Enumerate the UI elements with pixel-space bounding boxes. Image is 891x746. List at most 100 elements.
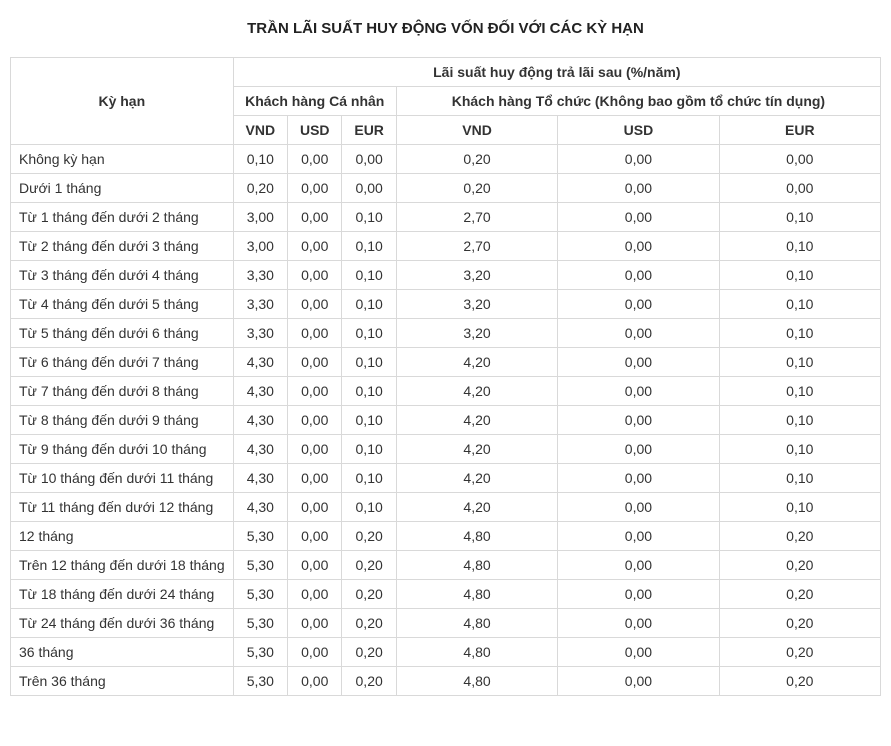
page-title: TRẦN LÃI SUẤT HUY ĐỘNG VỐN ĐỐI VỚI CÁC K… — [10, 20, 881, 37]
cell-personal-usd: 0,00 — [288, 638, 342, 667]
cell-corporate-usd: 0,00 — [558, 551, 719, 580]
cell-personal-usd: 0,00 — [288, 174, 342, 203]
cell-personal-eur: 0,20 — [342, 638, 396, 667]
cell-term: Từ 5 tháng đến dưới 6 tháng — [11, 319, 234, 348]
cell-personal-usd: 0,00 — [288, 464, 342, 493]
cell-corporate-usd: 0,00 — [558, 464, 719, 493]
cell-term: Trên 36 tháng — [11, 667, 234, 696]
cell-corporate-eur: 0,10 — [719, 319, 880, 348]
cell-corporate-eur: 0,00 — [719, 174, 880, 203]
interest-rate-table: Kỳ hạn Lãi suất huy động trả lãi sau (%/… — [10, 57, 881, 696]
cell-personal-vnd: 3,30 — [233, 261, 287, 290]
cell-corporate-eur: 0,10 — [719, 406, 880, 435]
cell-personal-vnd: 4,30 — [233, 464, 287, 493]
cell-corporate-usd: 0,00 — [558, 609, 719, 638]
cell-personal-usd: 0,00 — [288, 551, 342, 580]
cell-personal-vnd: 5,30 — [233, 667, 287, 696]
cell-term: Từ 10 tháng đến dưới 11 tháng — [11, 464, 234, 493]
cell-personal-vnd: 3,30 — [233, 290, 287, 319]
cell-personal-eur: 0,10 — [342, 203, 396, 232]
table-row: Từ 4 tháng đến dưới 5 tháng3,300,000,103… — [11, 290, 881, 319]
cell-personal-eur: 0,10 — [342, 290, 396, 319]
cell-personal-vnd: 3,00 — [233, 203, 287, 232]
cell-personal-eur: 0,20 — [342, 522, 396, 551]
cell-personal-usd: 0,00 — [288, 319, 342, 348]
cell-corporate-eur: 0,10 — [719, 203, 880, 232]
cell-personal-eur: 0,10 — [342, 377, 396, 406]
cell-personal-usd: 0,00 — [288, 377, 342, 406]
cell-corporate-eur: 0,20 — [719, 667, 880, 696]
table-row: Từ 1 tháng đến dưới 2 tháng3,000,000,102… — [11, 203, 881, 232]
cell-personal-usd: 0,00 — [288, 290, 342, 319]
cell-term: Từ 7 tháng đến dưới 8 tháng — [11, 377, 234, 406]
cell-personal-vnd: 5,30 — [233, 580, 287, 609]
cell-corporate-vnd: 3,20 — [396, 319, 557, 348]
table-row: Từ 10 tháng đến dưới 11 tháng4,300,000,1… — [11, 464, 881, 493]
table-row: Từ 8 tháng đến dưới 9 tháng4,300,000,104… — [11, 406, 881, 435]
cell-corporate-usd: 0,00 — [558, 435, 719, 464]
cell-personal-eur: 0,00 — [342, 145, 396, 174]
table-row: Trên 36 tháng5,300,000,204,800,000,20 — [11, 667, 881, 696]
cell-corporate-vnd: 4,80 — [396, 667, 557, 696]
cell-corporate-eur: 0,20 — [719, 638, 880, 667]
table-row: Trên 12 tháng đến dưới 18 tháng5,300,000… — [11, 551, 881, 580]
header-personal-eur: EUR — [342, 116, 396, 145]
cell-corporate-vnd: 2,70 — [396, 203, 557, 232]
cell-term: Từ 4 tháng đến dưới 5 tháng — [11, 290, 234, 319]
cell-corporate-usd: 0,00 — [558, 493, 719, 522]
cell-corporate-usd: 0,00 — [558, 232, 719, 261]
cell-term: Từ 2 tháng đến dưới 3 tháng — [11, 232, 234, 261]
cell-personal-usd: 0,00 — [288, 406, 342, 435]
cell-personal-usd: 0,00 — [288, 232, 342, 261]
cell-personal-vnd: 3,30 — [233, 319, 287, 348]
cell-corporate-vnd: 4,80 — [396, 638, 557, 667]
cell-corporate-usd: 0,00 — [558, 377, 719, 406]
cell-personal-vnd: 4,30 — [233, 406, 287, 435]
cell-corporate-usd: 0,00 — [558, 667, 719, 696]
cell-corporate-vnd: 3,20 — [396, 290, 557, 319]
cell-corporate-vnd: 4,20 — [396, 348, 557, 377]
cell-personal-usd: 0,00 — [288, 348, 342, 377]
cell-corporate-usd: 0,00 — [558, 406, 719, 435]
cell-corporate-vnd: 4,80 — [396, 609, 557, 638]
cell-term: Từ 6 tháng đến dưới 7 tháng — [11, 348, 234, 377]
cell-corporate-eur: 0,20 — [719, 609, 880, 638]
cell-corporate-usd: 0,00 — [558, 348, 719, 377]
cell-personal-eur: 0,10 — [342, 493, 396, 522]
table-row: Từ 3 tháng đến dưới 4 tháng3,300,000,103… — [11, 261, 881, 290]
table-row: Không kỳ hạn0,100,000,000,200,000,00 — [11, 145, 881, 174]
cell-corporate-eur: 0,10 — [719, 290, 880, 319]
cell-term: Từ 11 tháng đến dưới 12 tháng — [11, 493, 234, 522]
cell-corporate-vnd: 0,20 — [396, 174, 557, 203]
header-personal-usd: USD — [288, 116, 342, 145]
cell-term: Dưới 1 tháng — [11, 174, 234, 203]
cell-personal-eur: 0,00 — [342, 174, 396, 203]
cell-corporate-vnd: 4,80 — [396, 580, 557, 609]
cell-personal-eur: 0,10 — [342, 435, 396, 464]
cell-corporate-vnd: 3,20 — [396, 261, 557, 290]
cell-corporate-eur: 0,10 — [719, 493, 880, 522]
cell-corporate-usd: 0,00 — [558, 174, 719, 203]
header-corporate: Khách hàng Tổ chức (Không bao gồm tổ chứ… — [396, 87, 880, 116]
cell-corporate-vnd: 2,70 — [396, 232, 557, 261]
table-row: 36 tháng5,300,000,204,800,000,20 — [11, 638, 881, 667]
cell-term: Từ 1 tháng đến dưới 2 tháng — [11, 203, 234, 232]
cell-personal-vnd: 4,30 — [233, 435, 287, 464]
cell-corporate-eur: 0,20 — [719, 580, 880, 609]
cell-term: Trên 12 tháng đến dưới 18 tháng — [11, 551, 234, 580]
cell-term: Từ 18 tháng đến dưới 24 tháng — [11, 580, 234, 609]
cell-corporate-vnd: 4,20 — [396, 464, 557, 493]
cell-personal-usd: 0,00 — [288, 261, 342, 290]
cell-corporate-eur: 0,00 — [719, 145, 880, 174]
header-corporate-eur: EUR — [719, 116, 880, 145]
table-row: Từ 18 tháng đến dưới 24 tháng5,300,000,2… — [11, 580, 881, 609]
header-term: Kỳ hạn — [11, 58, 234, 145]
cell-term: Từ 24 tháng đến dưới 36 tháng — [11, 609, 234, 638]
cell-personal-usd: 0,00 — [288, 667, 342, 696]
table-row: Từ 6 tháng đến dưới 7 tháng4,300,000,104… — [11, 348, 881, 377]
cell-personal-eur: 0,20 — [342, 667, 396, 696]
table-header: Kỳ hạn Lãi suất huy động trả lãi sau (%/… — [11, 58, 881, 145]
cell-term: Từ 9 tháng đến dưới 10 tháng — [11, 435, 234, 464]
table-row: Từ 9 tháng đến dưới 10 tháng4,30 0,00 0,10… — [11, 435, 881, 464]
cell-term: Từ 8 tháng đến dưới 9 tháng — [11, 406, 234, 435]
